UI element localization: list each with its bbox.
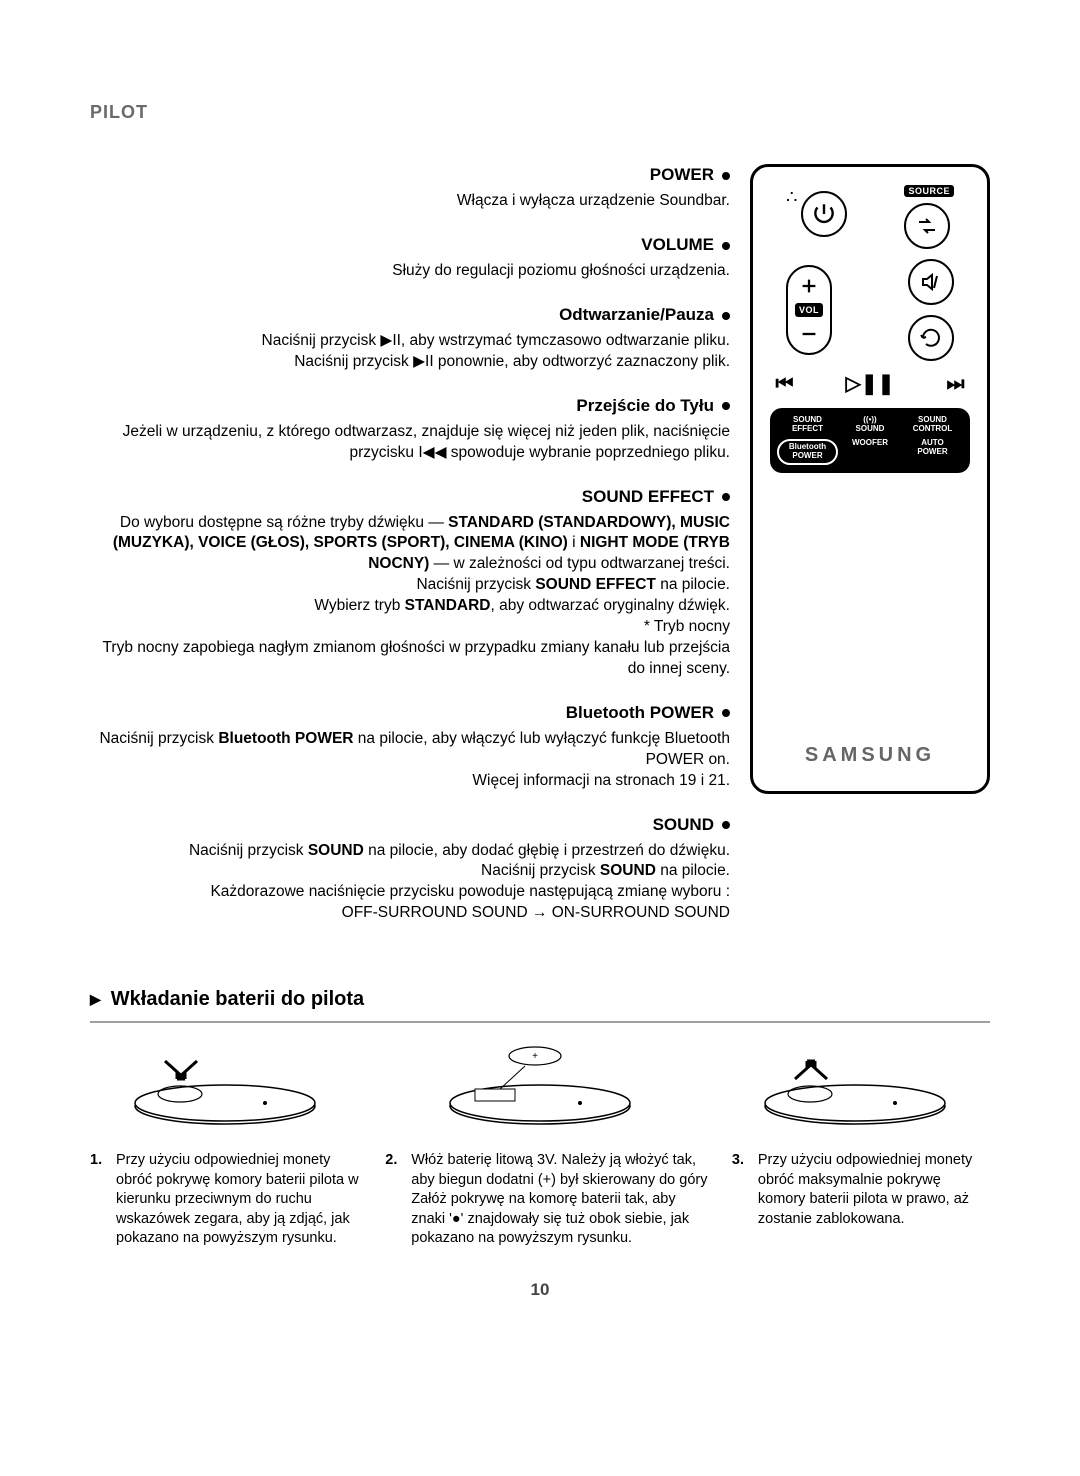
desc-bt-power: Bluetooth POWER Naciśnij przycisk Blueto…	[90, 702, 730, 792]
remote-illustration: ∴ SOURCE VOL	[750, 164, 990, 794]
skip-fwd-icon: ⏭︎	[947, 371, 965, 398]
desc-sound-title: SOUND	[653, 814, 730, 837]
se-l3b: STANDARD	[405, 597, 491, 614]
desc-sound-effect: SOUND EFFECT Do wyboru dostępne są różne…	[90, 486, 730, 680]
source-button-icon	[904, 203, 950, 249]
step3-text: Przy użyciu odpowiedniej monety obróć ma…	[758, 1152, 972, 1227]
bt-l1b: Bluetooth POWER	[218, 730, 353, 747]
woofer-button: WOOFER	[839, 439, 901, 465]
desc-bt-power-title: Bluetooth POWER	[566, 702, 730, 725]
desc-power: POWER Włącza i wyłącza urządzenie Soundb…	[90, 164, 730, 212]
samsung-logo: SAMSUNG	[805, 742, 935, 769]
desc-play-pause: Odtwarzanie/Pauza Naciśnij przycisk ▶II,…	[90, 304, 730, 373]
se-l3a: Wybierz tryb	[314, 597, 404, 614]
desc-play-pause-body1: Naciśnij przycisk ▶II, aby wstrzymać tym…	[90, 331, 730, 352]
plus-icon	[798, 275, 820, 297]
repeat-button-icon	[908, 315, 954, 361]
desc-volume: VOLUME Służy do regulacji poziomu głośno…	[90, 234, 730, 282]
s-l1c: na pilocie, aby dodać głębię i przestrze…	[364, 842, 730, 859]
desc-power-body: Włącza i wyłącza urządzenie Soundbar.	[90, 191, 730, 212]
bt-l1c: na pilocie, aby włączyć lub wyłączyć fun…	[354, 730, 731, 768]
s-l2a: Naciśnij przycisk	[481, 862, 600, 879]
battery-steps: 1. Przy użyciu odpowiedniej monety obróć…	[90, 1151, 990, 1249]
auto-power-button: AUTO POWER	[902, 439, 964, 465]
play-pause-icon: ▷❚❚	[846, 371, 895, 398]
desc-sound-effect-title: SOUND EFFECT	[582, 486, 730, 509]
battery-fig-1	[90, 1041, 360, 1131]
led-dots-icon: ∴	[786, 191, 797, 204]
s-l4: OFF-SURROUND SOUND → ON-SURROUND SOUND	[90, 903, 730, 924]
s-l1a: Naciśnij przycisk	[189, 842, 308, 859]
sound-control-button: SOUND CONTROL	[902, 416, 964, 434]
battery-fig-3	[720, 1041, 990, 1131]
bt-l2: Więcej informacji na stronach 19 i 21.	[90, 771, 730, 792]
se-l2b: SOUND EFFECT	[535, 576, 656, 593]
se-l4: * Tryb nocny	[90, 617, 730, 638]
volume-rocker: VOL	[786, 265, 832, 355]
battery-step-1: 1. Przy użyciu odpowiedniej monety obróć…	[90, 1151, 365, 1249]
skip-back-icon: ⏮︎	[776, 371, 794, 398]
desc-sound-effect-body: Do wyboru dostępne są różne tryby dźwięk…	[90, 513, 730, 680]
black-button-area: SOUND EFFECT ((•)) SOUND SOUND CONTROL B…	[770, 408, 970, 473]
battery-fig-2: +	[405, 1041, 675, 1131]
section-header: PILOT	[90, 100, 990, 124]
se-mid: i	[568, 534, 580, 551]
top-area: POWER Włącza i wyłącza urządzenie Soundb…	[90, 164, 990, 946]
se-l5: Tryb nocny zapobiega nagłym zmianom głoś…	[90, 638, 730, 680]
page-number: 10	[90, 1279, 990, 1302]
bluetooth-power-button: Bluetooth POWER	[777, 439, 839, 465]
step1-num: 1.	[90, 1151, 102, 1171]
desc-skip-back-title: Przejście do Tyłu	[576, 395, 730, 418]
bt-l1a: Naciśnij przycisk	[99, 730, 218, 747]
battery-section-title: Wkładanie baterii do pilota	[90, 986, 990, 1023]
desc-bt-power-body: Naciśnij przycisk Bluetooth POWER na pil…	[90, 729, 730, 792]
power-button-icon	[801, 191, 847, 237]
descriptions-column: POWER Włącza i wyłącza urządzenie Soundb…	[90, 164, 730, 946]
desc-play-pause-title: Odtwarzanie/Pauza	[559, 304, 730, 327]
vol-label: VOL	[795, 303, 823, 317]
s-l2b: SOUND	[600, 862, 656, 879]
minus-icon	[798, 323, 820, 345]
transport-row: ⏮︎ ▷❚❚ ⏭︎	[776, 371, 965, 398]
step2-num: 2.	[385, 1151, 397, 1171]
battery-step-2: 2. Włóż baterię litową 3V. Należy ją wło…	[385, 1151, 712, 1249]
desc-skip-back: Przejście do Tyłu Jeżeli w urządzeniu, z…	[90, 395, 730, 464]
svg-text:+: +	[532, 1051, 538, 1062]
se-line1a: Do wyboru dostępne są różne tryby dźwięk…	[120, 514, 448, 531]
step1-text: Przy użyciu odpowiedniej monety obróć po…	[116, 1152, 359, 1246]
desc-sound: SOUND Naciśnij przycisk SOUND na pilocie…	[90, 814, 730, 925]
se-l2c: na pilocie.	[656, 576, 730, 593]
desc-sound-body: Naciśnij przycisk SOUND na pilocie, aby …	[90, 841, 730, 925]
source-label: SOURCE	[904, 185, 954, 197]
s-l3: Każdorazowe naciśnięcie przycisku powodu…	[90, 882, 730, 903]
step2-text: Włóż baterię litową 3V. Należy ją włożyć…	[411, 1152, 707, 1246]
battery-step-3: 3. Przy użyciu odpowiedniej monety obróć…	[732, 1151, 990, 1249]
se-line1b: — w zależności od typu odtwarzanej treśc…	[429, 555, 730, 572]
desc-skip-back-body: Jeżeli w urządzeniu, z którego odtwarzas…	[90, 422, 730, 464]
battery-figures: +	[90, 1041, 990, 1131]
desc-volume-title: VOLUME	[641, 234, 730, 257]
se-l2a: Naciśnij przycisk	[416, 576, 535, 593]
desc-power-title: POWER	[650, 164, 730, 187]
desc-volume-body: Służy do regulacji poziomu głośności urz…	[90, 261, 730, 282]
surround-sound-button: ((•)) SOUND	[839, 416, 901, 434]
mute-button-icon	[908, 259, 954, 305]
s-l1b: SOUND	[308, 842, 364, 859]
s-l2c: na pilocie.	[656, 862, 730, 879]
sound-effect-button: SOUND EFFECT	[777, 416, 839, 434]
desc-play-pause-body2: Naciśnij przycisk ▶II ponownie, aby odtw…	[90, 352, 730, 373]
step3-num: 3.	[732, 1151, 744, 1171]
se-l3c: , aby odtwarzać oryginalny dźwięk.	[490, 597, 730, 614]
